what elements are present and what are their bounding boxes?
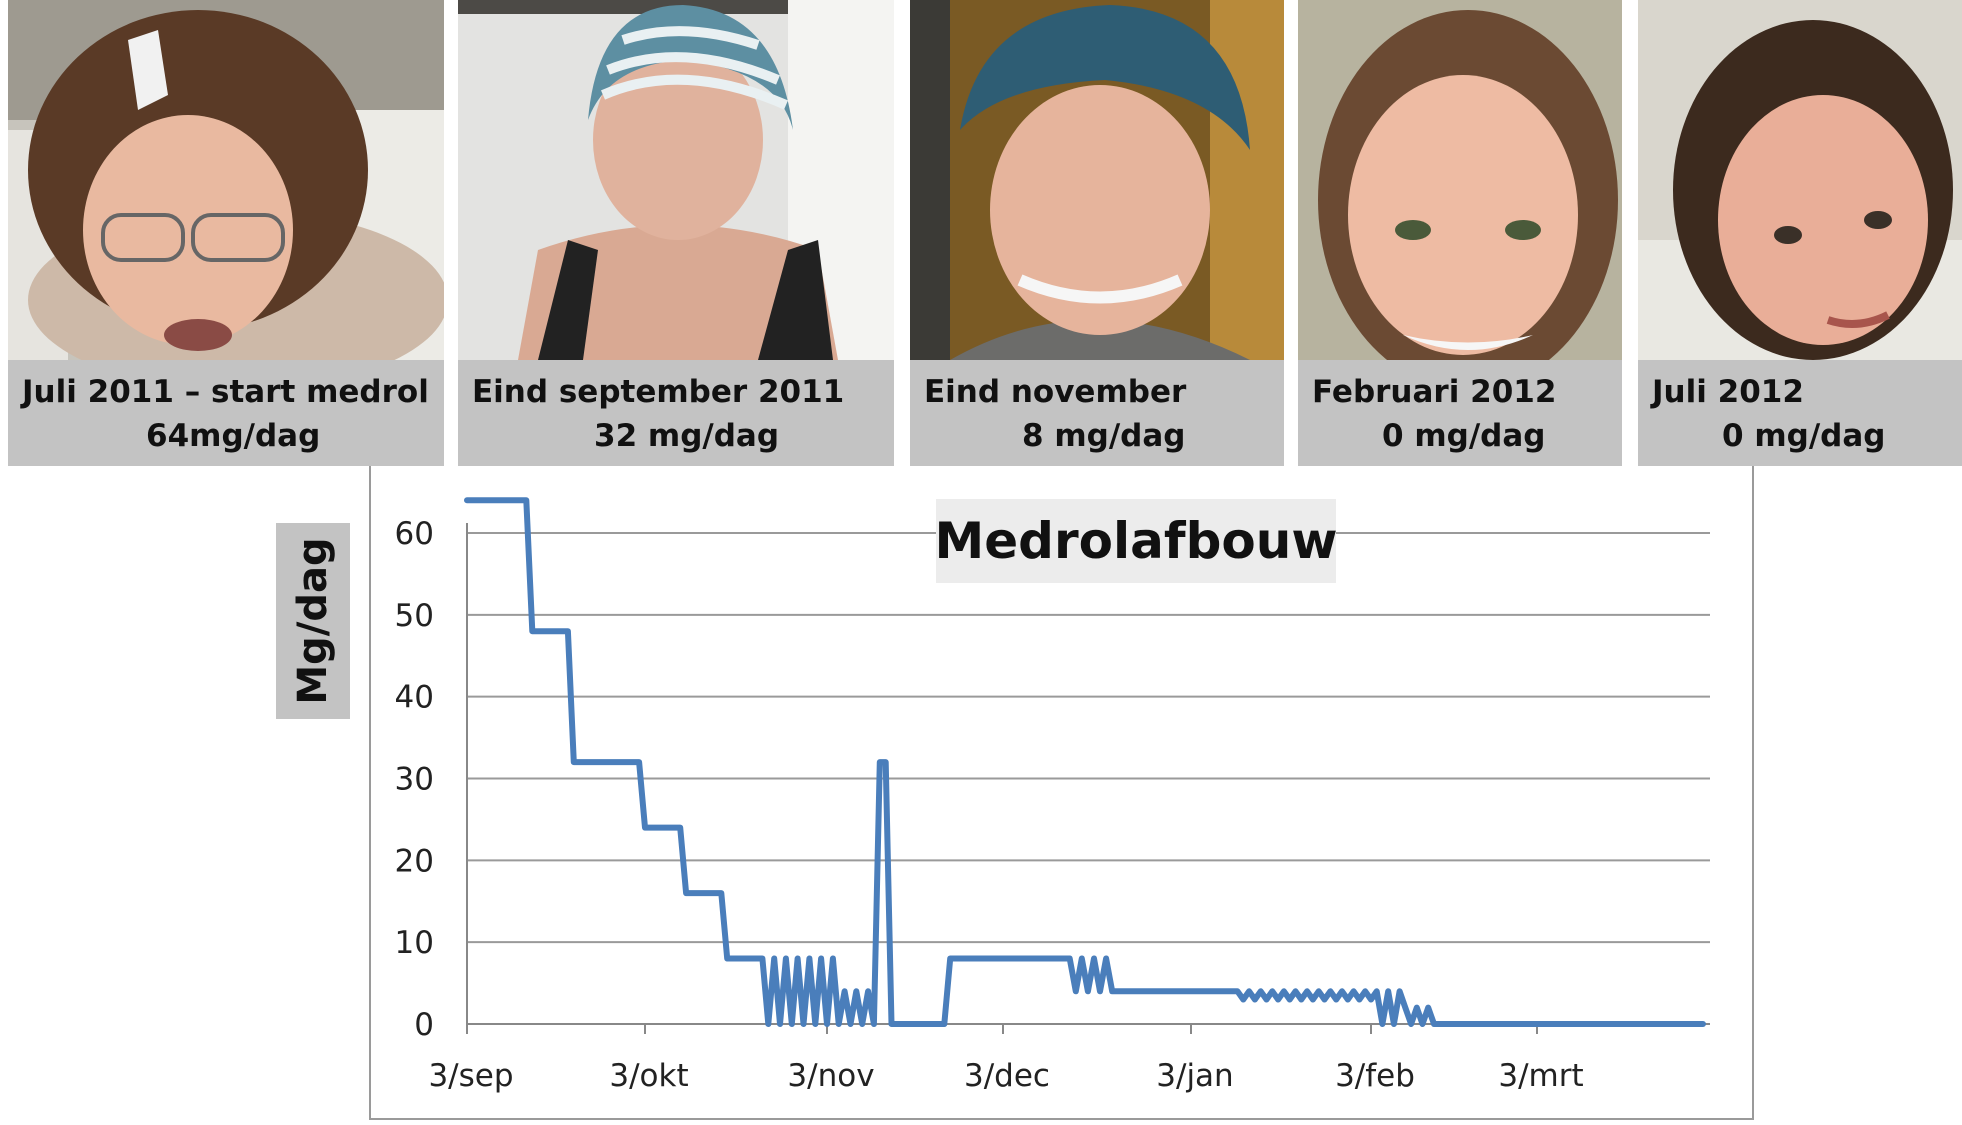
series-line-0: [464, 497, 1706, 1027]
y-axis-label-box: Mg/dag: [276, 523, 350, 719]
caption-period-1: Juli 2011 – start medrol: [22, 374, 429, 410]
chart-frame: [369, 466, 1754, 1120]
y-tick-label-30: 30: [395, 762, 434, 798]
x-tick-label-0: 3/sep: [428, 1058, 513, 1094]
photo-panel-2: Eind september 2011 32 mg/dag: [458, 0, 894, 466]
caption-dose-1: 64mg/dag: [146, 418, 321, 454]
y-tick-label-40: 40: [395, 680, 434, 716]
caption-period-2: Eind september 2011: [472, 374, 845, 410]
portrait-photo-4: [1298, 0, 1622, 360]
photo-panel-1: Juli 2011 – start medrol 64mg/dag: [8, 0, 444, 466]
y-tick-label-0: 0: [414, 1007, 434, 1043]
y-tick-label-20: 20: [395, 843, 434, 879]
portrait-photo-2: [458, 0, 894, 360]
caption-period-3: Eind november: [924, 374, 1187, 410]
portrait-photo-3: [910, 0, 1284, 360]
caption-dose-3: 8 mg/dag: [1022, 418, 1186, 454]
x-tick-label-2: 3/nov: [787, 1058, 874, 1094]
photo-panel-4: Februari 2012 0 mg/dag: [1298, 0, 1622, 466]
portrait-photo-5: [1638, 0, 1962, 360]
caption-dose-2: 32 mg/dag: [594, 418, 780, 454]
y-tick-label-10: 10: [395, 925, 434, 961]
caption-period-4: Februari 2012: [1312, 374, 1557, 410]
caption-period-5: Juli 2012: [1652, 374, 1804, 410]
panel-caption-1: Juli 2011 – start medrol 64mg/dag: [8, 360, 444, 466]
x-tick-label-3: 3/dec: [964, 1058, 1050, 1094]
portrait-photo-1: [8, 0, 444, 360]
x-tick-label-6: 3/mrt: [1498, 1058, 1583, 1094]
caption-dose-4: 0 mg/dag: [1382, 418, 1546, 454]
panel-caption-5: Juli 2012 0 mg/dag: [1638, 360, 1962, 466]
chart-title: Medrolafbouw: [934, 512, 1338, 570]
photo-panel-5: Juli 2012 0 mg/dag: [1638, 0, 1962, 466]
y-tick-label-60: 60: [395, 516, 434, 552]
panel-caption-4: Februari 2012 0 mg/dag: [1298, 360, 1622, 466]
x-tick-label-4: 3/jan: [1156, 1058, 1233, 1094]
chart-title-box: Medrolafbouw: [934, 499, 1338, 583]
x-tick-label-5: 3/feb: [1335, 1058, 1415, 1094]
x-tick-label-1: 3/okt: [609, 1058, 688, 1094]
y-axis-label: Mg/dag: [290, 537, 336, 705]
photo-panel-3: Eind november 8 mg/dag: [910, 0, 1284, 466]
panel-caption-2: Eind september 2011 32 mg/dag: [458, 360, 894, 466]
panel-caption-3: Eind november 8 mg/dag: [910, 360, 1284, 466]
y-tick-label-50: 50: [395, 598, 434, 634]
caption-dose-5: 0 mg/dag: [1722, 418, 1886, 454]
